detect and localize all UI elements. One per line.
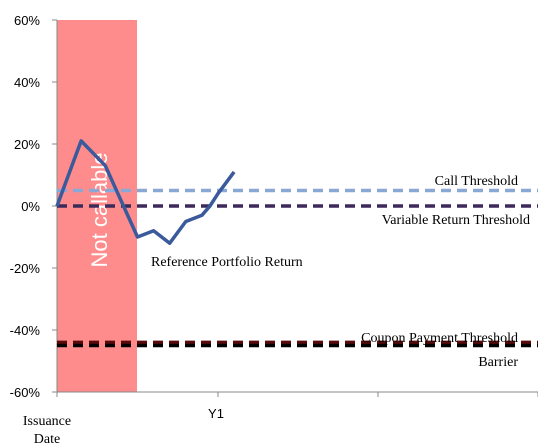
line-label: Reference Portfolio Return <box>151 255 303 270</box>
threshold-lines <box>57 188 538 348</box>
y-tick-label: -20% <box>10 261 41 276</box>
y-tick-label: 60% <box>14 13 40 28</box>
y-tick-label: -40% <box>10 323 41 338</box>
x-tick-label: Y1 <box>208 406 224 421</box>
y-tick-label: 0% <box>21 199 40 214</box>
x-tick-label: Issuance Date <box>23 414 71 447</box>
axes: 60% 40% 20% 0% -20% -40% -60% Issuance Date Y1 <box>10 13 538 447</box>
y-tick-label: -60% <box>10 385 41 400</box>
line-label: Barrier <box>478 355 518 370</box>
series-layer <box>55 139 236 245</box>
y-tick-label: 40% <box>14 75 40 90</box>
y-tick-label: 20% <box>14 137 40 152</box>
series-line <box>55 139 236 245</box>
line-labels: Call Threshold Variable Return Threshold C… <box>151 174 530 370</box>
line-label: Variable Return Threshold <box>382 213 530 228</box>
line-label: Coupon Payment Threshold <box>361 331 518 346</box>
line-label: Call Threshold <box>435 174 518 189</box>
